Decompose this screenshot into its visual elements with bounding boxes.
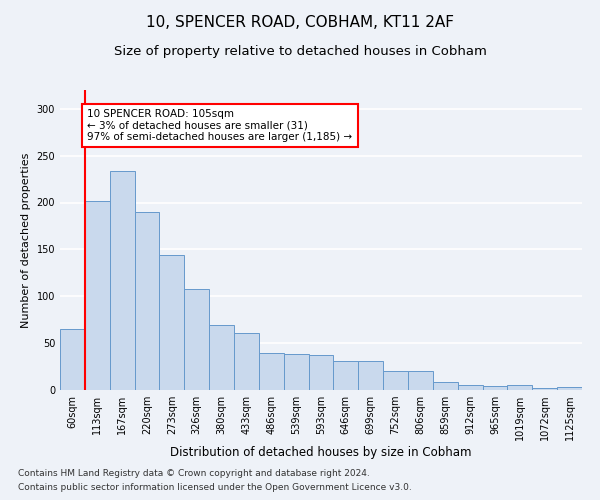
Bar [508, 386, 532, 390]
Bar [184, 289, 209, 390]
Bar [160, 255, 184, 390]
Bar [383, 371, 408, 390]
Bar [308, 356, 334, 390]
Bar [482, 386, 508, 390]
Y-axis label: Number of detached properties: Number of detached properties [21, 152, 31, 328]
Bar [557, 387, 582, 390]
Bar [259, 352, 284, 390]
Bar [458, 386, 482, 390]
Text: Contains public sector information licensed under the Open Government Licence v3: Contains public sector information licen… [18, 484, 412, 492]
Bar [110, 170, 134, 390]
Text: Size of property relative to detached houses in Cobham: Size of property relative to detached ho… [113, 45, 487, 58]
Text: 10, SPENCER ROAD, COBHAM, KT11 2AF: 10, SPENCER ROAD, COBHAM, KT11 2AF [146, 15, 454, 30]
Bar [209, 326, 234, 390]
Text: 10 SPENCER ROAD: 105sqm
← 3% of detached houses are smaller (31)
97% of semi-det: 10 SPENCER ROAD: 105sqm ← 3% of detached… [88, 109, 352, 142]
Bar [433, 382, 458, 390]
Bar [334, 361, 358, 390]
X-axis label: Distribution of detached houses by size in Cobham: Distribution of detached houses by size … [170, 446, 472, 459]
Bar [358, 361, 383, 390]
Bar [60, 329, 85, 390]
Bar [408, 371, 433, 390]
Bar [134, 212, 160, 390]
Bar [284, 354, 308, 390]
Text: Contains HM Land Registry data © Crown copyright and database right 2024.: Contains HM Land Registry data © Crown c… [18, 468, 370, 477]
Bar [532, 388, 557, 390]
Bar [85, 200, 110, 390]
Bar [234, 333, 259, 390]
